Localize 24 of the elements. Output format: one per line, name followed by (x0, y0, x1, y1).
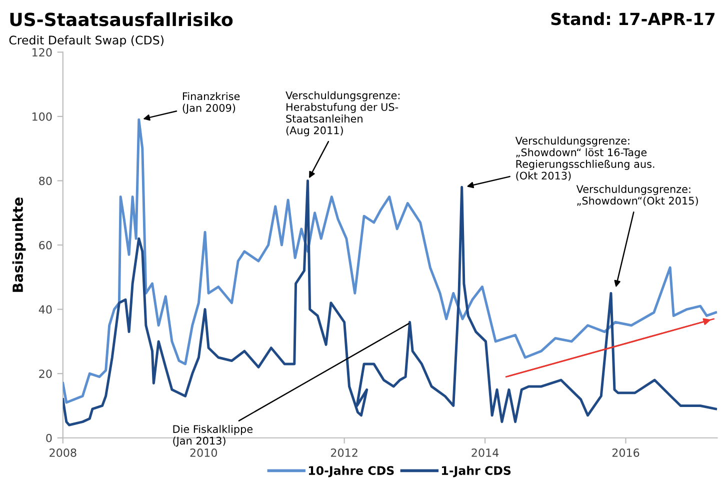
y-tick-label: 80 (39, 176, 52, 186)
annotation: Verschuldungsgrenze: „Showdown“ löst 16-Tage Regierungsschließung aus. (Okt 2013) (515, 136, 654, 181)
y-tick-label: 20 (39, 370, 52, 378)
chart-title: US-Staatsausfallrisiko (10, 12, 233, 26)
y-axis-title: Basispunkte (12, 198, 26, 292)
x-tick-label: 2008 (50, 448, 76, 457)
chart-subtitle: Credit Default Swap (CDS) (9, 35, 164, 47)
line-series (62, 179, 718, 426)
annotation: Verschuldungsgrenze: „Showdown“(Okt 2015) (576, 184, 698, 206)
y-tick-label: 40 (38, 305, 52, 314)
annotation: Verschuldungsgrenze: Herabstufung der US- Staatsanleihen (Aug 2011) (286, 91, 400, 136)
x-tick-label: 2012 (331, 448, 358, 457)
annotation: Finanzkrise (Jan 2009) (182, 92, 240, 114)
annotation: Die Fiskalklippe (Jan 2013) (173, 424, 252, 447)
text: Stand: 17-APR-17 (551, 12, 714, 26)
x-tick-label: 2010 (190, 448, 218, 457)
x-tick-label: 2014 (472, 448, 499, 457)
legend-label: 1-Jahr CDS (442, 466, 511, 478)
y-tick-label: 120 (32, 48, 52, 57)
y-tick-label: 100 (32, 112, 52, 121)
y-tick-label: 60 (39, 240, 52, 250)
y-tick-label: 0 (46, 434, 52, 442)
x-tick-label: 2016 (612, 448, 640, 457)
legend-label: 10-Jahre CDS (308, 466, 394, 478)
